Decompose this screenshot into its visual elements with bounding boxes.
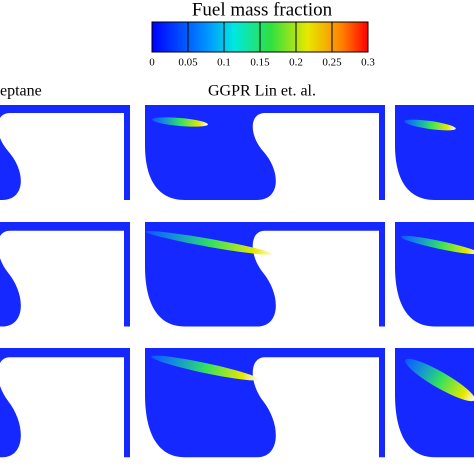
row-2: [0, 222, 474, 327]
spray: [404, 119, 456, 131]
colorbar-tick-label: 0.15: [250, 57, 270, 69]
spray: [152, 117, 208, 127]
panel-label: GGPR Lin et. al.: [208, 83, 316, 100]
spray: [151, 355, 259, 381]
panel-label: eptane: [0, 83, 42, 100]
contour-panel: [395, 105, 474, 200]
row-3: [0, 348, 474, 458]
colorbar-ticks: 0 0.05 0.1 0.15 0.2 0.25 0.3: [149, 22, 375, 69]
colorbar-tick-label: 0.1: [217, 57, 231, 69]
spray: [145, 231, 275, 255]
contour-panel: [0, 105, 130, 200]
colorbar-title: Fuel mass fraction: [192, 0, 333, 20]
spray: [400, 235, 474, 255]
colorbar-tick-label: 0.3: [361, 57, 375, 69]
row-1: [0, 105, 474, 200]
contour-panel: [0, 222, 130, 327]
contour-panel: [0, 348, 130, 458]
colorbar-tick-label: 0: [149, 57, 155, 69]
colorbar-tick-label: 0.2: [289, 57, 303, 69]
colorbar-tick-label: 0.25: [322, 57, 342, 69]
colorbar-tick-label: 0.05: [178, 57, 198, 69]
spray: [405, 358, 474, 402]
